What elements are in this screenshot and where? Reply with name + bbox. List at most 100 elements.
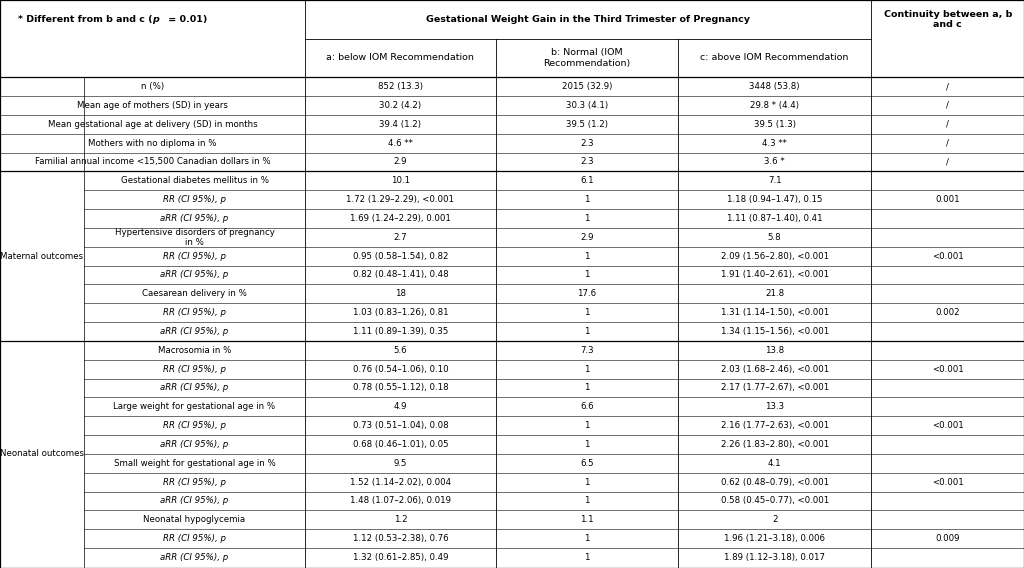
Text: 0.78 (0.55–1.12), 0.18: 0.78 (0.55–1.12), 0.18 [352, 383, 449, 392]
Text: 852 (13.3): 852 (13.3) [378, 82, 423, 91]
Text: 6.5: 6.5 [580, 459, 594, 468]
Text: 1.52 (1.14–2.02), 0.004: 1.52 (1.14–2.02), 0.004 [350, 478, 451, 487]
Text: Large weight for gestational age in %: Large weight for gestational age in % [114, 402, 275, 411]
Text: 0.82 (0.48–1.41), 0.48: 0.82 (0.48–1.41), 0.48 [352, 270, 449, 279]
Text: 1: 1 [584, 534, 590, 543]
Text: RR (CI 95%), p: RR (CI 95%), p [163, 252, 226, 261]
Text: a: below IOM Recommendation: a: below IOM Recommendation [327, 53, 474, 62]
Text: 2.17 (1.77–2.67), <0.001: 2.17 (1.77–2.67), <0.001 [721, 383, 828, 392]
Text: aRR (CI 95%), p: aRR (CI 95%), p [161, 383, 228, 392]
Text: 17.6: 17.6 [578, 289, 596, 298]
Text: 1.91 (1.40–2.61), <0.001: 1.91 (1.40–2.61), <0.001 [721, 270, 828, 279]
Text: 10.1: 10.1 [391, 176, 410, 185]
Text: Macrosomia in %: Macrosomia in % [158, 346, 231, 355]
Text: n (%): n (%) [141, 82, 164, 91]
Text: Mean age of mothers (SD) in years: Mean age of mothers (SD) in years [77, 101, 228, 110]
Text: 1.89 (1.12–3.18), 0.017: 1.89 (1.12–3.18), 0.017 [724, 553, 825, 562]
Text: Mean gestational age at delivery (SD) in months: Mean gestational age at delivery (SD) in… [48, 120, 257, 129]
Text: 0.68 (0.46–1.01), 0.05: 0.68 (0.46–1.01), 0.05 [352, 440, 449, 449]
Text: 2.9: 2.9 [580, 233, 594, 242]
Text: 18: 18 [395, 289, 406, 298]
Text: aRR (CI 95%), p: aRR (CI 95%), p [161, 270, 228, 279]
Text: 1: 1 [584, 365, 590, 374]
Text: 2.26 (1.83–2.80), <0.001: 2.26 (1.83–2.80), <0.001 [721, 440, 828, 449]
Text: /: / [946, 82, 949, 91]
Text: p: p [153, 15, 160, 24]
Text: 2.03 (1.68–2.46), <0.001: 2.03 (1.68–2.46), <0.001 [721, 365, 828, 374]
Text: /: / [946, 157, 949, 166]
Text: 39.5 (1.3): 39.5 (1.3) [754, 120, 796, 129]
Text: 1: 1 [584, 421, 590, 430]
Text: Gestational Weight Gain in the Third Trimester of Pregnancy: Gestational Weight Gain in the Third Tri… [426, 15, 751, 24]
Text: Neonatal hypoglycemia: Neonatal hypoglycemia [143, 515, 246, 524]
Text: 1.34 (1.15–1.56), <0.001: 1.34 (1.15–1.56), <0.001 [721, 327, 828, 336]
Text: 6.6: 6.6 [580, 402, 594, 411]
Text: 30.2 (4.2): 30.2 (4.2) [379, 101, 422, 110]
Text: 1.03 (0.83–1.26), 0.81: 1.03 (0.83–1.26), 0.81 [352, 308, 449, 317]
Text: 1: 1 [584, 496, 590, 506]
Text: 1.11 (0.89–1.39), 0.35: 1.11 (0.89–1.39), 0.35 [352, 327, 449, 336]
Text: 1.48 (1.07–2.06), 0.019: 1.48 (1.07–2.06), 0.019 [350, 496, 451, 506]
Text: 1.2: 1.2 [393, 515, 408, 524]
Text: 39.5 (1.2): 39.5 (1.2) [565, 120, 608, 129]
Text: Caesarean delivery in %: Caesarean delivery in % [142, 289, 247, 298]
Text: 2015 (32.9): 2015 (32.9) [561, 82, 612, 91]
Text: 0.58 (0.45–0.77), <0.001: 0.58 (0.45–0.77), <0.001 [721, 496, 828, 506]
Text: 1.32 (0.61–2.85), 0.49: 1.32 (0.61–2.85), 0.49 [352, 553, 449, 562]
Text: RR (CI 95%), p: RR (CI 95%), p [163, 421, 226, 430]
Text: aRR (CI 95%), p: aRR (CI 95%), p [161, 553, 228, 562]
Text: 4.3 **: 4.3 ** [762, 139, 787, 148]
Text: 2.09 (1.56–2.80), <0.001: 2.09 (1.56–2.80), <0.001 [721, 252, 828, 261]
Text: <0.001: <0.001 [932, 478, 964, 487]
Text: 1.18 (0.94–1.47), 0.15: 1.18 (0.94–1.47), 0.15 [727, 195, 822, 204]
Text: <0.001: <0.001 [932, 252, 964, 261]
Text: 1: 1 [584, 308, 590, 317]
Text: 2.9: 2.9 [393, 157, 408, 166]
Text: aRR (CI 95%), p: aRR (CI 95%), p [161, 327, 228, 336]
Text: 13.8: 13.8 [765, 346, 784, 355]
Text: 1: 1 [584, 270, 590, 279]
Text: 1.96 (1.21–3.18), 0.006: 1.96 (1.21–3.18), 0.006 [724, 534, 825, 543]
Text: 1: 1 [584, 478, 590, 487]
Text: Familial annual income <15,500 Canadian dollars in %: Familial annual income <15,500 Canadian … [35, 157, 270, 166]
Text: 1.11 (0.87–1.40), 0.41: 1.11 (0.87–1.40), 0.41 [727, 214, 822, 223]
Text: 2.3: 2.3 [580, 139, 594, 148]
Text: 1: 1 [584, 195, 590, 204]
Text: 1: 1 [584, 440, 590, 449]
Text: <0.001: <0.001 [932, 421, 964, 430]
Text: aRR (CI 95%), p: aRR (CI 95%), p [161, 440, 228, 449]
Text: 2.7: 2.7 [393, 233, 408, 242]
Text: 21.8: 21.8 [765, 289, 784, 298]
Text: Mothers with no diploma in %: Mothers with no diploma in % [88, 139, 217, 148]
Text: aRR (CI 95%), p: aRR (CI 95%), p [161, 214, 228, 223]
Text: 1.12 (0.53–2.38), 0.76: 1.12 (0.53–2.38), 0.76 [352, 534, 449, 543]
Text: 0.001: 0.001 [935, 195, 961, 204]
Text: 9.5: 9.5 [393, 459, 408, 468]
Text: 1: 1 [584, 383, 590, 392]
Text: 13.3: 13.3 [765, 402, 784, 411]
Text: 1: 1 [584, 553, 590, 562]
Text: 1.69 (1.24–2.29), 0.001: 1.69 (1.24–2.29), 0.001 [350, 214, 451, 223]
Text: RR (CI 95%), p: RR (CI 95%), p [163, 534, 226, 543]
Text: 1.31 (1.14–1.50), <0.001: 1.31 (1.14–1.50), <0.001 [721, 308, 828, 317]
Text: aRR (CI 95%), p: aRR (CI 95%), p [161, 496, 228, 506]
Text: RR (CI 95%), p: RR (CI 95%), p [163, 195, 226, 204]
Text: /: / [946, 120, 949, 129]
Text: b: Normal (IOM
Recommendation): b: Normal (IOM Recommendation) [543, 48, 631, 68]
Text: 3448 (53.8): 3448 (53.8) [750, 82, 800, 91]
Text: c: above IOM Recommendation: c: above IOM Recommendation [700, 53, 849, 62]
Text: 4.1: 4.1 [768, 459, 781, 468]
Text: Gestational diabetes mellitus in %: Gestational diabetes mellitus in % [121, 176, 268, 185]
Text: Maternal outcomes: Maternal outcomes [0, 252, 84, 261]
Text: 29.8 * (4.4): 29.8 * (4.4) [751, 101, 799, 110]
Text: <0.001: <0.001 [932, 365, 964, 374]
Text: 4.6 **: 4.6 ** [388, 139, 413, 148]
Text: 4.9: 4.9 [393, 402, 408, 411]
Text: Neonatal outcomes: Neonatal outcomes [0, 449, 84, 458]
Text: 3.6 *: 3.6 * [764, 157, 785, 166]
Text: 5.6: 5.6 [393, 346, 408, 355]
Text: 2.3: 2.3 [580, 157, 594, 166]
Text: 1: 1 [584, 214, 590, 223]
Text: 7.3: 7.3 [580, 346, 594, 355]
Text: 1.1: 1.1 [580, 515, 594, 524]
